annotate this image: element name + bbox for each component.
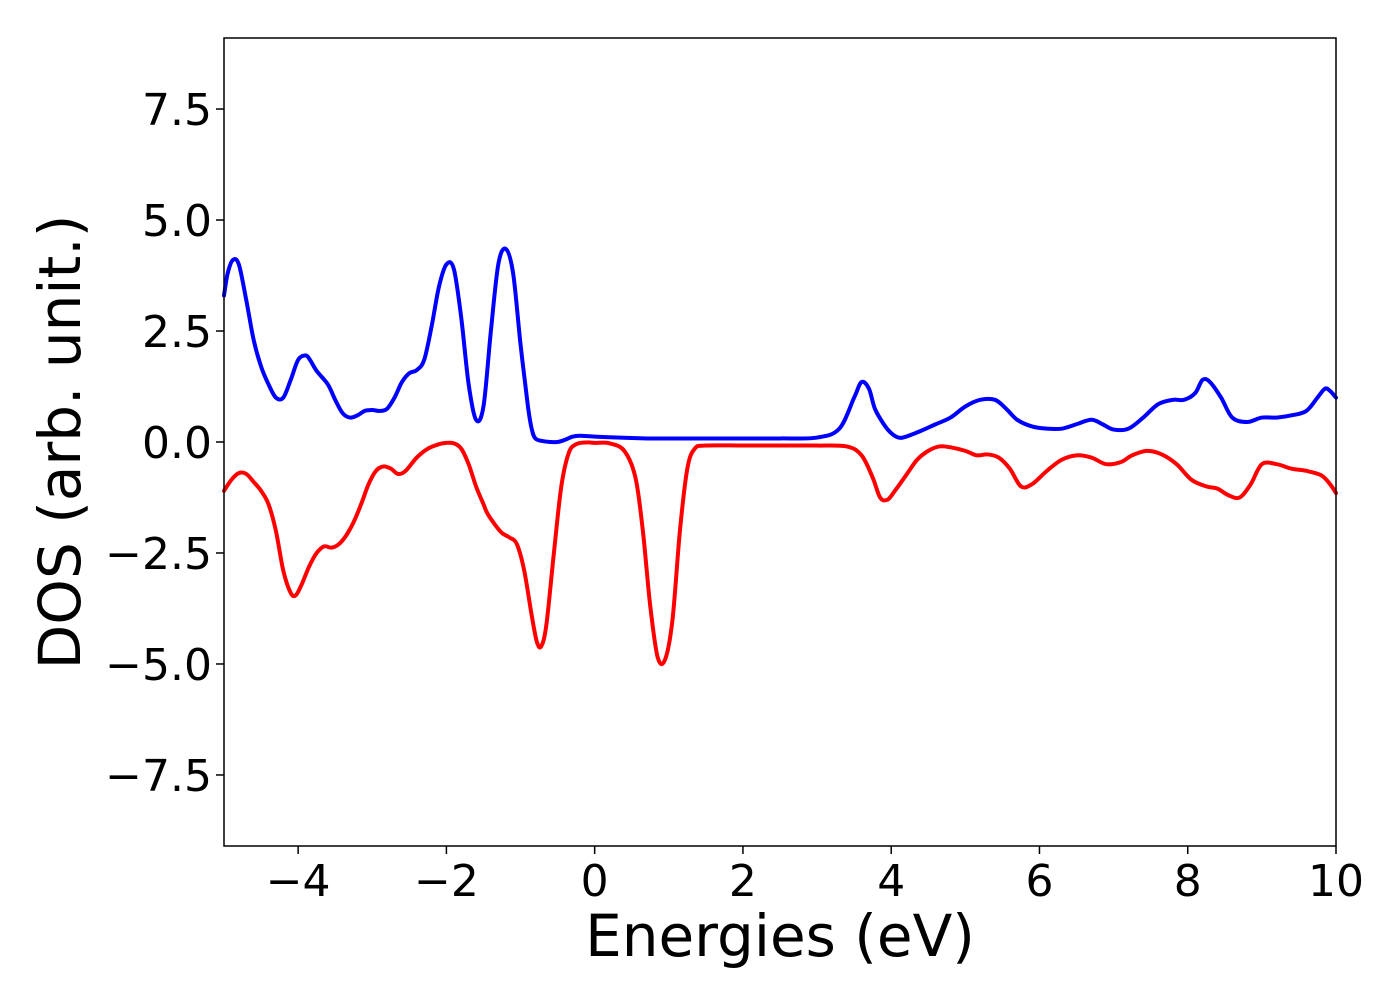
x-tick-label: 10: [1308, 856, 1364, 907]
y-tick-label: −5.0: [105, 640, 212, 691]
x-tick-label: 6: [1025, 856, 1053, 907]
x-axis: −4 −2 0 2 4 6 8 10: [266, 846, 1364, 907]
x-tick-label: −4: [266, 856, 331, 907]
y-axis-label: DOS (arb. unit.): [26, 215, 94, 670]
series-layer: [222, 246, 1338, 667]
y-axis: 7.5 5.0 2.5 0.0 −2.5 −5.0 −7.5: [105, 85, 224, 802]
y-tick-label: 7.5: [142, 85, 212, 136]
x-tick-label: 2: [729, 856, 757, 907]
y-tick-label: −7.5: [105, 751, 212, 802]
x-axis-label: Energies (eV): [585, 902, 975, 970]
x-tick-label: 8: [1174, 856, 1202, 907]
x-tick-label: 4: [877, 856, 905, 907]
x-tick-label: 0: [581, 856, 609, 907]
y-tick-label: 5.0: [142, 196, 212, 247]
x-tick-label: −2: [414, 856, 479, 907]
y-tick-label: 2.5: [142, 307, 212, 358]
plot-background: [224, 38, 1336, 846]
series-line-2: [222, 440, 1338, 667]
y-tick-label: −2.5: [105, 529, 212, 580]
series-line-1: [222, 246, 1338, 445]
y-tick-label: 0.0: [142, 418, 212, 469]
